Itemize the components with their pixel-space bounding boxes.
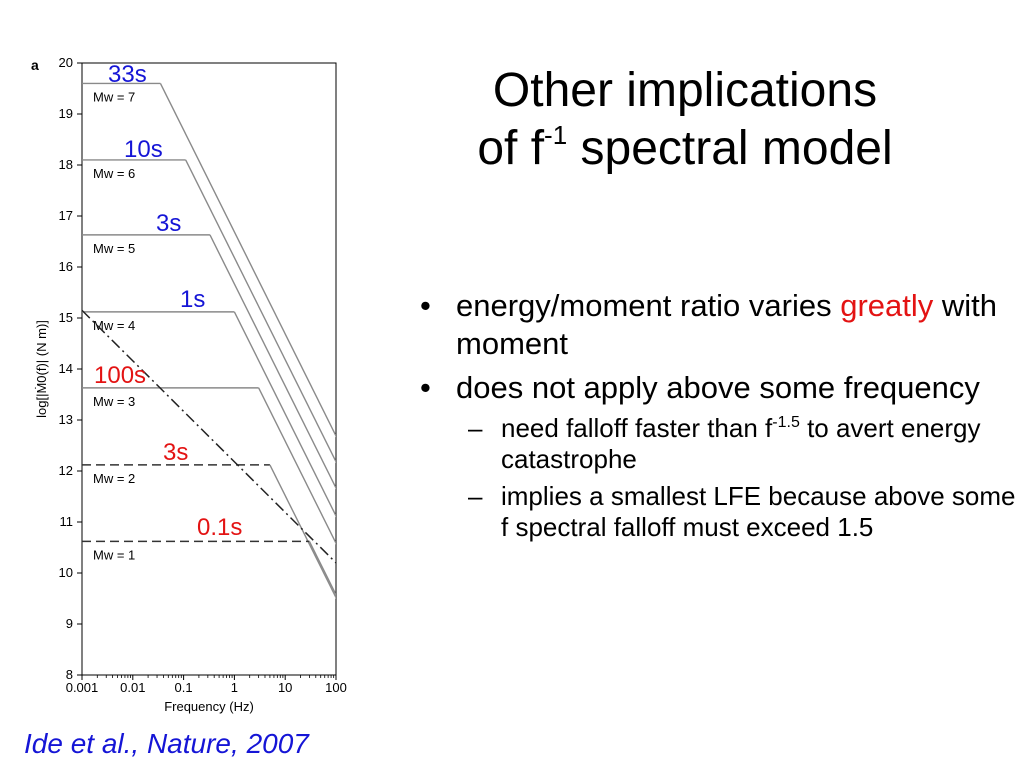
y-tick-label: 9: [66, 616, 73, 631]
spectrum-falloff-line: [308, 541, 336, 597]
y-tick-label: 10: [59, 565, 73, 580]
duration-label: 3s: [156, 210, 181, 237]
x-tick-label: 10: [278, 680, 292, 695]
spectrum-falloff-line: [185, 159, 336, 464]
title-line-2-suffix: spectral model: [567, 122, 893, 175]
x-tick-label: 0.01: [120, 680, 145, 695]
f-1-model-line: [82, 309, 336, 564]
magnitude-label: Mw = 2: [93, 471, 135, 486]
sub-bullet-item: – implies a smallest LFE because above s…: [418, 481, 1018, 543]
duration-label: 100s: [94, 362, 146, 389]
spectral-chart: 8 9 10 11 12 13 14 15 16 17 18 19 20 0.001 0.01 0.1 1 10 1…: [31, 55, 347, 714]
bullet-list: • energy/moment ratio varies greatly wit…: [418, 287, 1018, 549]
spectrum-falloff-line: [233, 311, 336, 518]
sub-bullet-item: – need falloff faster than f-1.5 to aver…: [418, 413, 1018, 475]
x-tick-label: 100: [325, 680, 347, 695]
bullet-highlight: greatly: [840, 288, 934, 323]
magnitude-label: Mw = 1: [93, 547, 135, 562]
y-tick-label: 15: [59, 310, 73, 325]
spectrum-falloff-line: [258, 387, 336, 545]
y-tick-label: 19: [59, 106, 73, 121]
y-tick-label: 16: [59, 259, 73, 274]
citation: Ide et al., Nature, 2007: [24, 728, 309, 759]
sub-bullet-marker: –: [468, 413, 483, 443]
bullet-text: energy/moment ratio varies: [456, 288, 841, 323]
slide-title: Other implications of f-1 spectral model: [390, 62, 980, 178]
duration-label: 0.1s: [197, 514, 242, 541]
bullet-item: • does not apply above some frequency: [418, 369, 1018, 407]
bullet-item: • energy/moment ratio varies greatly wit…: [418, 287, 1018, 363]
magnitude-label: Mw = 5: [93, 241, 135, 256]
y-tick-label: 12: [59, 463, 73, 478]
title-line-2-prefix: of f: [477, 122, 545, 175]
sub-bullet-text: need falloff faster than f: [501, 413, 773, 443]
sub-bullet-marker: –: [468, 481, 483, 511]
y-tick-label: 8: [66, 667, 73, 682]
x-tick-label: 1: [231, 680, 238, 695]
bullet-marker: •: [420, 370, 431, 405]
y-tick-label: 13: [59, 412, 73, 427]
spectrum-falloff-line: [159, 83, 336, 438]
title-line-2: of f-1 spectral model: [390, 120, 980, 178]
spectrum-falloff-line: [269, 464, 336, 600]
y-tick-label: 11: [60, 514, 74, 529]
title-line-1: Other implications: [492, 64, 878, 117]
bullet-marker: •: [420, 288, 431, 323]
y-tick-label: 14: [59, 361, 73, 376]
x-tick-label: 0.1: [175, 680, 193, 695]
magnitude-label: Mw = 3: [93, 394, 135, 409]
y-tick-label: 18: [59, 157, 73, 172]
duration-label: 33s: [108, 61, 147, 88]
sub-bullet-text: implies a smallest LFE because above som…: [501, 481, 1016, 542]
y-axis-label: log[|Ṁ0(f)| (N m)]: [34, 320, 49, 418]
sub-bullet-text-end: to avert energy catastrophe: [501, 413, 981, 474]
bullet-text: does not apply above some frequency: [456, 370, 980, 405]
bullet-text-end: with moment: [456, 288, 998, 361]
x-axis-label: Frequency (Hz): [164, 699, 254, 714]
duration-label: 10s: [124, 136, 163, 163]
magnitude-label: Mw = 7: [93, 89, 135, 104]
panel-label: a: [31, 57, 39, 73]
duration-label: 1s: [180, 286, 205, 313]
magnitude-label: Mw = 4: [93, 318, 135, 333]
x-tick-label: 0.001: [66, 680, 99, 695]
duration-label: 3s: [163, 439, 188, 466]
sub-bullet-superscript: -1.5: [772, 414, 800, 431]
y-tick-label: 20: [59, 55, 73, 70]
title-superscript: -1: [544, 120, 568, 150]
y-tick-label: 17: [59, 208, 73, 223]
spectrum-falloff-line: [209, 234, 336, 490]
magnitude-label: Mw = 6: [93, 166, 135, 181]
